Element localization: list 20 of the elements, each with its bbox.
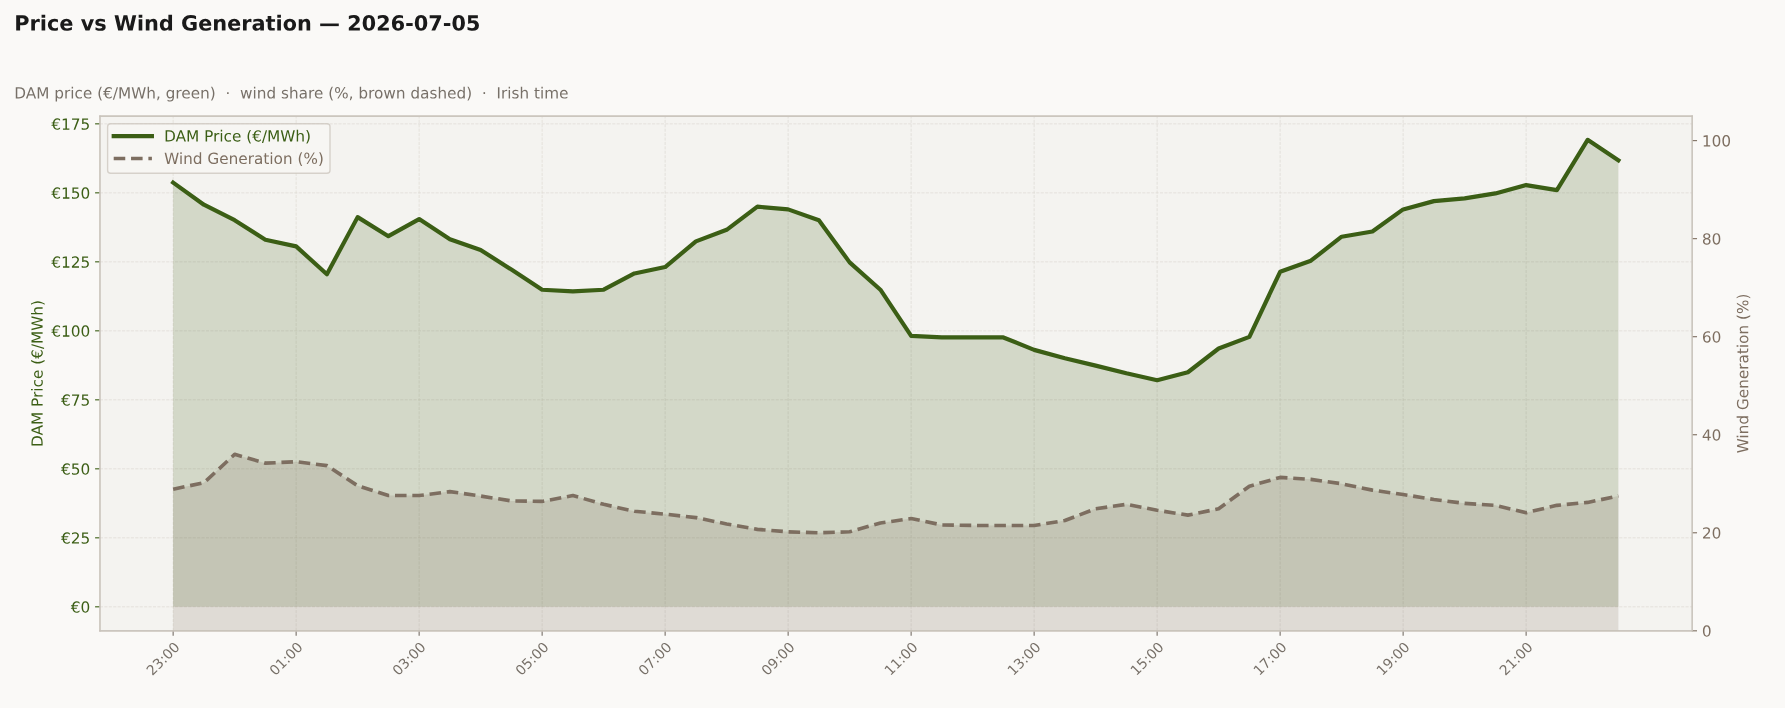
legend-label: Wind Generation (%): [164, 152, 323, 166]
y-tick-label: €50: [61, 463, 90, 475]
y2-tick-label: 0: [1702, 625, 1711, 637]
chart-title: Price vs Wind Generation — 2026-07-05: [16, 14, 479, 31]
y-tick-label: €25: [61, 532, 89, 544]
y-tick-label: €0: [70, 601, 90, 613]
y-tick-label: €175: [51, 118, 89, 130]
y2-tick-label: 60: [1702, 331, 1721, 343]
y2-tick-label: 20: [1703, 527, 1721, 539]
chart-subtitle: DAM price (€/MWh, green) · wind share (%, brown dashed) · Irish time: [15, 86, 568, 102]
y2-tick-label: 100: [1703, 135, 1731, 147]
y2-tick-label: 80: [1702, 233, 1721, 245]
y-tick-label: €75: [61, 394, 89, 406]
y-tick-label: €150: [51, 187, 90, 199]
y-tick-label: €125: [51, 256, 89, 268]
legend-label: DAM Price (€/MWh): [165, 129, 310, 144]
y2-tick-label: 40: [1702, 429, 1721, 441]
y-axis-title: DAM Price (€/MWh): [31, 301, 45, 446]
y-tick-label: €100: [51, 325, 90, 337]
y2-axis-title: Wind Generation (%): [1736, 294, 1751, 453]
